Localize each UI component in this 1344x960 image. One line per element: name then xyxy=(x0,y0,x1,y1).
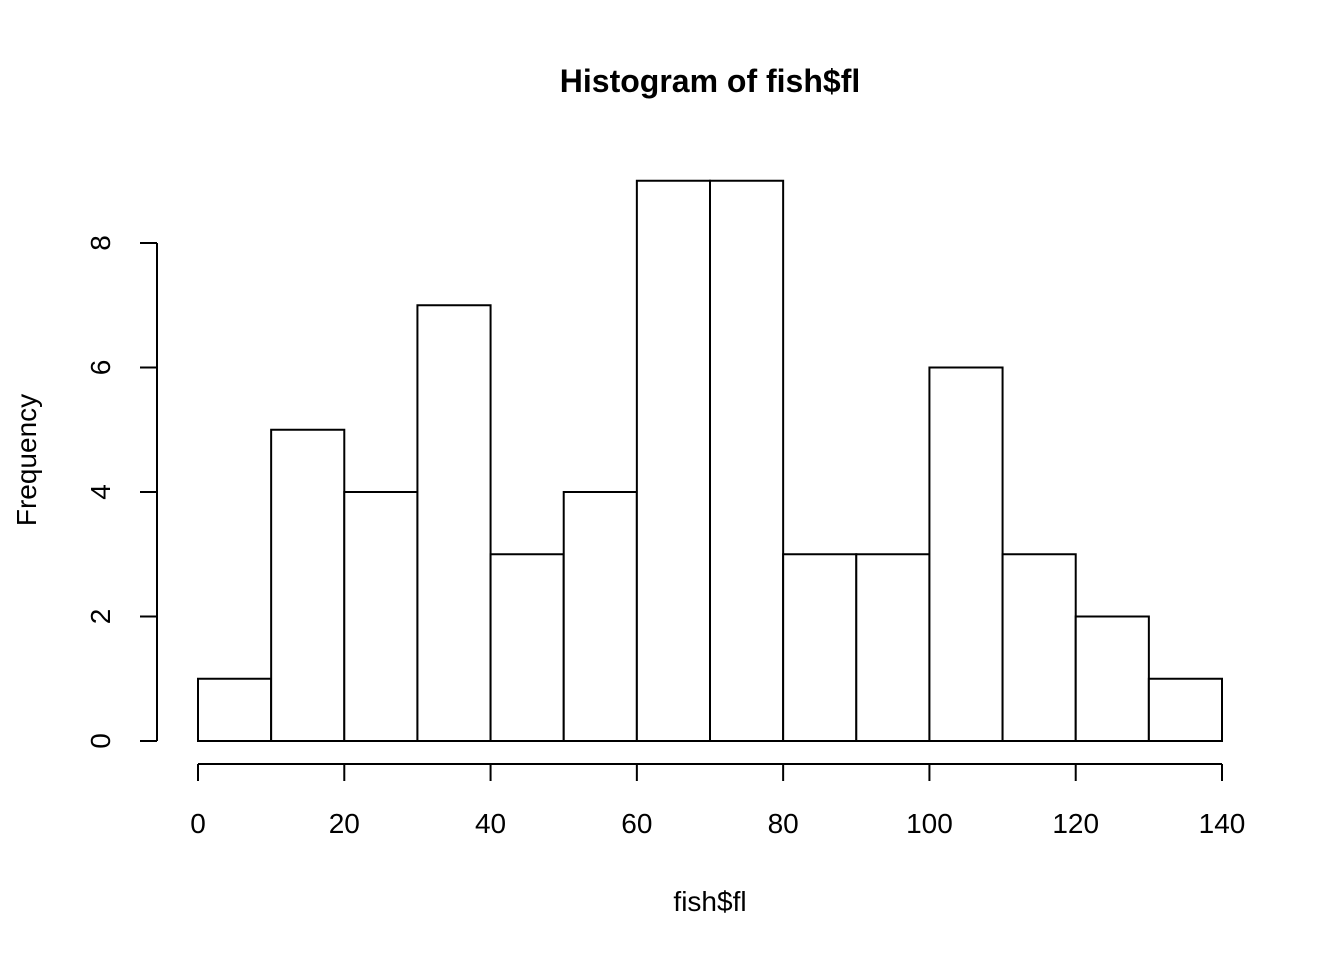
x-axis: 0 20 40 60 80 100 120 140 xyxy=(190,763,1246,839)
x-tick-label: 40 xyxy=(475,808,506,839)
histogram-bar xyxy=(416,304,492,742)
histogram-bar xyxy=(928,366,1004,742)
histogram-bar xyxy=(562,491,638,742)
histogram-bar xyxy=(1074,615,1150,742)
y-axis-label: Frequency xyxy=(11,394,42,526)
y-tick-label: 0 xyxy=(85,733,116,749)
x-tick-label: 140 xyxy=(1199,808,1246,839)
y-tick-label: 4 xyxy=(85,484,116,500)
y-axis: 0 2 4 6 8 xyxy=(85,235,158,749)
histogram-bar xyxy=(343,491,419,742)
x-tick-label: 120 xyxy=(1052,808,1099,839)
x-tick-label: 60 xyxy=(621,808,652,839)
x-tick-label: 100 xyxy=(906,808,953,839)
x-tick-label: 20 xyxy=(329,808,360,839)
histogram-bar xyxy=(270,428,346,742)
chart-title: Histogram of fish$fl xyxy=(560,63,860,99)
histogram-bars xyxy=(197,179,1224,742)
histogram-bar xyxy=(1001,553,1077,742)
histogram-bar xyxy=(782,553,858,742)
y-tick-label: 8 xyxy=(85,235,116,251)
histogram-bar xyxy=(489,553,565,742)
histogram-bar xyxy=(709,179,785,742)
x-tick-label: 0 xyxy=(190,808,206,839)
histogram-bar xyxy=(1147,677,1224,742)
histogram-bar xyxy=(197,677,273,742)
x-tick-label: 80 xyxy=(768,808,799,839)
y-tick-label: 2 xyxy=(85,609,116,625)
x-axis-label: fish$fl xyxy=(673,886,746,917)
histogram-bar xyxy=(635,179,711,742)
histogram-bar xyxy=(855,553,931,742)
y-tick-label: 6 xyxy=(85,360,116,376)
